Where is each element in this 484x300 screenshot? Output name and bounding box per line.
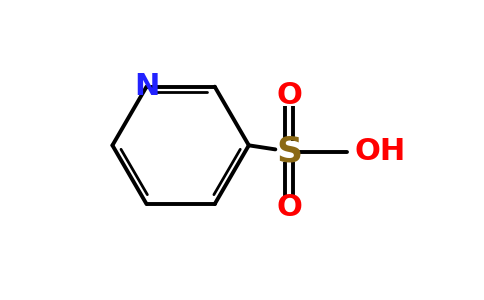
Text: OH: OH: [355, 137, 406, 166]
Text: O: O: [276, 193, 302, 222]
Text: S: S: [276, 134, 302, 169]
Text: O: O: [276, 81, 302, 110]
Text: N: N: [134, 72, 159, 101]
